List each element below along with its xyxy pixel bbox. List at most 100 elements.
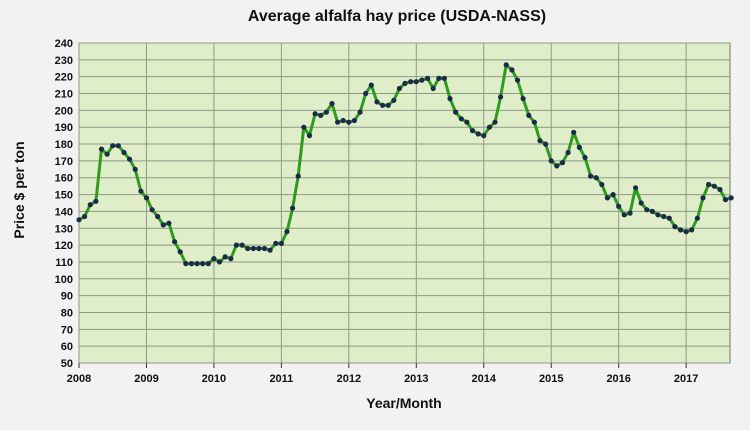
- data-point: [121, 149, 127, 156]
- data-point: [588, 173, 594, 179]
- data-point: [582, 154, 588, 161]
- y-tick-label: 170: [55, 156, 73, 168]
- x-tick-label: 2014: [472, 373, 497, 385]
- data-point: [672, 224, 678, 230]
- data-point: [396, 85, 402, 92]
- data-point: [520, 96, 526, 102]
- data-point: [115, 143, 121, 149]
- data-point: [649, 208, 656, 214]
- y-tick-label: 110: [55, 257, 73, 269]
- data-point: [627, 210, 633, 216]
- data-point: [633, 185, 639, 191]
- data-point: [143, 195, 150, 201]
- data-point: [413, 79, 419, 85]
- data-point: [717, 186, 723, 193]
- data-point: [683, 229, 689, 235]
- data-point: [385, 102, 391, 108]
- data-point: [526, 112, 532, 118]
- y-tick-label: 190: [55, 122, 73, 134]
- data-point: [329, 101, 335, 107]
- data-point: [447, 96, 453, 102]
- data-point: [323, 109, 329, 115]
- data-point: [475, 131, 481, 137]
- data-point: [87, 202, 93, 208]
- data-point: [543, 141, 549, 147]
- y-tick-label: 240: [55, 38, 73, 50]
- data-point: [441, 75, 447, 81]
- data-point: [267, 247, 273, 253]
- data-point: [644, 207, 650, 213]
- data-point: [295, 173, 301, 179]
- data-point: [110, 143, 116, 149]
- data-point: [554, 163, 560, 169]
- x-tick-label: 2013: [404, 373, 428, 385]
- data-point: [436, 75, 442, 81]
- data-point: [391, 97, 397, 103]
- data-point: [160, 222, 166, 228]
- data-point: [453, 109, 459, 115]
- data-point: [728, 195, 734, 201]
- data-point: [599, 181, 605, 188]
- data-point: [722, 197, 729, 203]
- data-point: [188, 261, 195, 267]
- data-point: [200, 261, 206, 267]
- data-point: [469, 128, 476, 134]
- data-point: [621, 212, 627, 218]
- data-point: [689, 227, 695, 233]
- data-point: [149, 207, 155, 213]
- data-point: [357, 109, 363, 115]
- y-tick-label: 140: [55, 206, 73, 218]
- x-tick-label: 2011: [269, 373, 293, 385]
- y-tick-label: 70: [61, 324, 73, 336]
- data-point: [408, 79, 414, 85]
- y-tick-label: 220: [55, 72, 73, 84]
- y-tick-label: 90: [61, 291, 73, 303]
- data-point: [481, 133, 487, 139]
- data-point: [498, 94, 504, 100]
- data-point: [228, 256, 234, 262]
- data-point: [380, 102, 386, 108]
- data-point: [127, 156, 133, 162]
- data-point: [559, 160, 566, 166]
- data-point: [211, 256, 217, 262]
- data-point: [261, 245, 268, 252]
- data-point: [531, 119, 538, 125]
- data-point: [616, 203, 622, 209]
- data-point: [205, 261, 211, 267]
- data-point: [666, 215, 672, 221]
- data-point: [104, 151, 110, 157]
- data-point: [503, 62, 509, 68]
- data-point: [177, 249, 183, 255]
- data-point: [82, 213, 88, 220]
- data-point: [486, 124, 492, 130]
- chart-title: Average alfalfa hay price (USDA-NASS): [248, 8, 546, 25]
- x-tick-label: 2010: [202, 373, 226, 385]
- data-point: [576, 144, 583, 150]
- data-point: [166, 220, 172, 226]
- y-axis-ticks: 50 60 70 80 90 100 110 120 130 140 150 160 170 180 190…: [55, 38, 73, 370]
- data-point: [346, 119, 352, 125]
- y-tick-label: 50: [61, 358, 73, 370]
- data-markers: [76, 62, 734, 267]
- x-tick-label: 2012: [337, 373, 361, 385]
- y-tick-label: 210: [55, 89, 73, 101]
- data-point: [93, 198, 99, 204]
- data-point: [604, 195, 611, 201]
- data-point: [98, 146, 105, 152]
- y-tick-label: 100: [55, 274, 73, 286]
- y-tick-label: 150: [55, 190, 73, 202]
- data-point: [335, 119, 341, 125]
- data-point: [239, 242, 245, 248]
- data-point: [222, 254, 228, 260]
- data-point: [464, 119, 470, 125]
- data-point: [312, 111, 318, 117]
- data-point: [363, 90, 369, 97]
- data-point: [183, 261, 189, 267]
- x-tick-label: 2009: [134, 373, 158, 385]
- data-point: [132, 166, 138, 172]
- data-point: [425, 75, 431, 81]
- data-point: [565, 149, 571, 156]
- data-point: [318, 112, 324, 118]
- data-point: [245, 245, 251, 252]
